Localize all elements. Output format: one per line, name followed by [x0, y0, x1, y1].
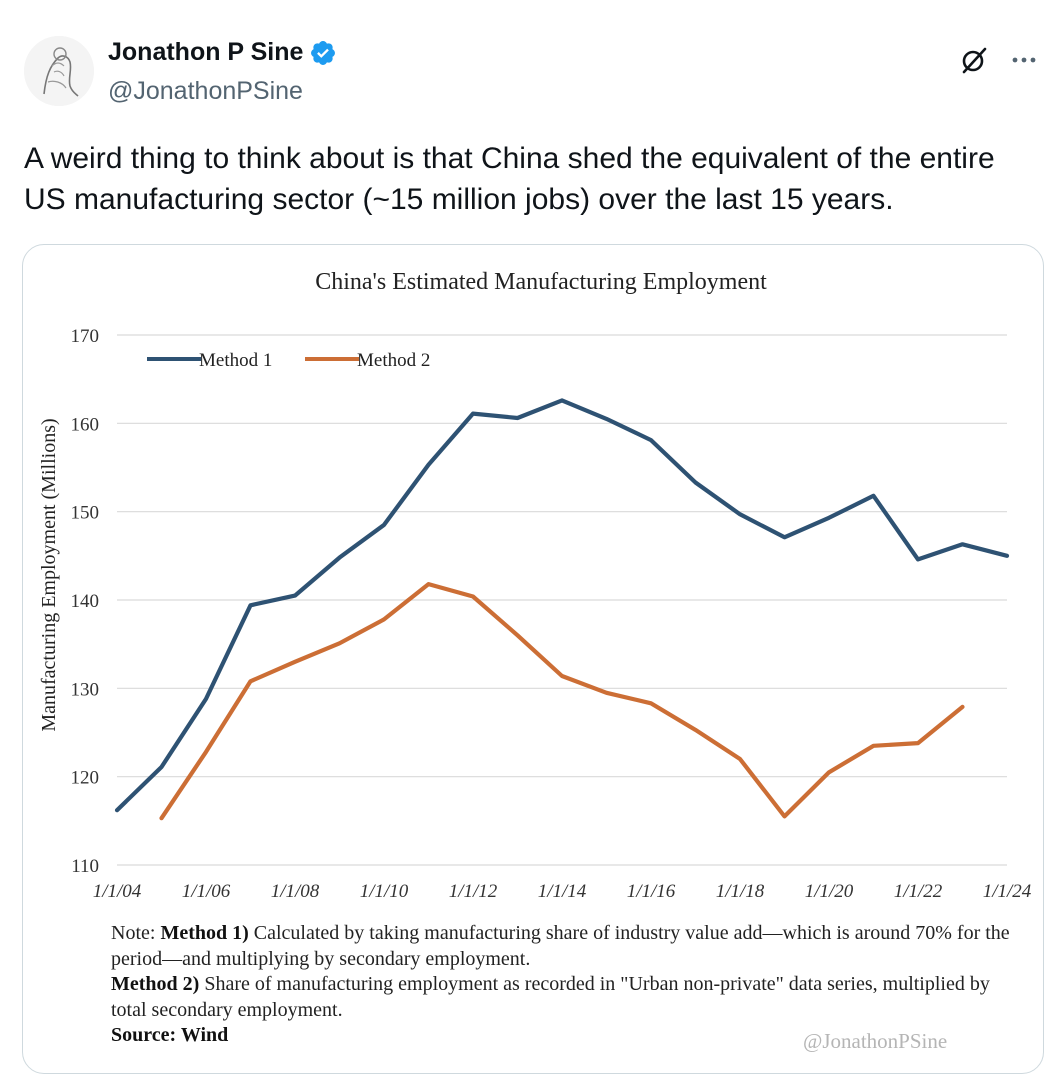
chart-legend: Method 1 Method 2 [147, 350, 430, 371]
x-tick-label: 1/1/12 [449, 881, 498, 902]
method-2-label: Method 2) [111, 973, 200, 995]
x-axis-ticks: 1/1/04 1/1/06 1/1/08 1/1/10 1/1/12 1/1/14 1/1/… [93, 881, 1032, 902]
y-tick-label: 150 [71, 503, 100, 524]
legend-label-method-2: Method 2 [357, 350, 430, 371]
x-tick-label: 1/1/08 [271, 881, 320, 902]
chart-series [114, 398, 1010, 821]
y-axis-ticks: 110 120 130 140 150 160 170 [71, 326, 100, 877]
note-method-2: Method 2) Share of manufacturing employm… [111, 972, 1011, 1023]
y-tick-label: 120 [71, 768, 100, 789]
x-tick-label: 1/1/06 [182, 881, 231, 902]
more-options-icon[interactable] [1008, 44, 1040, 76]
verified-badge-icon [309, 39, 337, 67]
tweet-text: A weird thing to think about is that Chi… [24, 142, 995, 216]
x-tick-label: 1/1/24 [983, 881, 1032, 902]
grok-icon[interactable] [958, 44, 990, 76]
y-tick-label: 140 [71, 591, 100, 612]
chart-title: China's Estimated Manufacturing Employme… [315, 269, 767, 295]
y-axis-label: Manufacturing Employment (Millions) [38, 418, 60, 731]
y-tick-label: 160 [71, 414, 100, 435]
method-1-text: Calculated by taking manufacturing share… [111, 922, 1010, 970]
x-tick-label: 1/1/16 [627, 881, 676, 902]
x-tick-label: 1/1/22 [894, 881, 943, 902]
note-prefix: Note: [111, 922, 161, 944]
avatar-sketch-icon [24, 36, 94, 106]
y-tick-label: 110 [71, 856, 99, 877]
author-handle[interactable]: @JonathonPSine [108, 77, 303, 105]
author-name[interactable]: Jonathon P Sine [108, 38, 304, 66]
method-2-text: Share of manufacturing employment as rec… [111, 973, 990, 1021]
legend-label-method-1: Method 1 [199, 350, 272, 371]
series-line-method-2 [159, 582, 965, 821]
chart-note: Note: Method 1) Calculated by taking man… [111, 921, 1011, 1049]
method-1-label: Method 1) [160, 922, 249, 944]
chart-svg: China's Estimated Manufacturing Employme… [38, 269, 1032, 902]
note-method-1: Note: Method 1) Calculated by taking man… [111, 921, 1011, 972]
x-tick-label: 1/1/10 [360, 881, 409, 902]
y-tick-label: 170 [71, 326, 100, 347]
y-tick-label: 130 [71, 679, 100, 700]
note-source: Source: Wind [111, 1023, 1011, 1049]
chart-watermark: @JonathonPSine [803, 1029, 948, 1053]
x-tick-label: 1/1/20 [805, 881, 854, 902]
tweet-media-chart[interactable]: China's Estimated Manufacturing Employme… [22, 244, 1044, 1074]
avatar[interactable] [24, 36, 94, 106]
chart-grid [117, 334, 1007, 866]
source-label: Source: Wind [111, 1024, 229, 1046]
x-tick-label: 1/1/04 [93, 881, 142, 902]
x-tick-label: 1/1/18 [716, 881, 765, 902]
author-name-row: Jonathon P Sine [108, 38, 337, 67]
series-line-method-1 [114, 398, 1010, 813]
x-tick-label: 1/1/14 [538, 881, 587, 902]
